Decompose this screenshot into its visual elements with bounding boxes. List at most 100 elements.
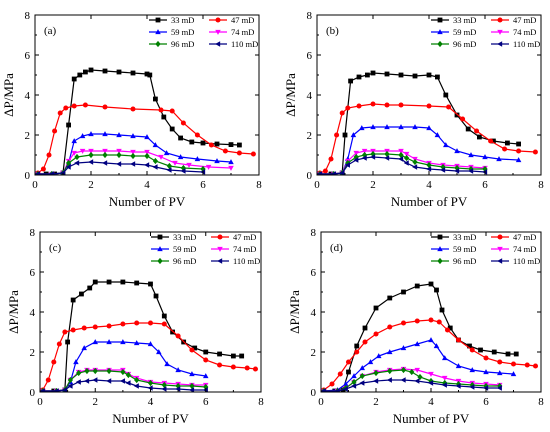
x-tick-label: 4 [144,179,150,191]
data-point [87,285,93,291]
legend-label: 59 mD [453,27,476,37]
data-point [133,340,140,346]
data-point [428,317,434,323]
data-point [71,138,77,144]
data-point [180,164,187,172]
data-series [321,317,539,392]
data-point [359,372,365,380]
data-point [433,343,440,349]
plot-frame [320,231,542,393]
data-point [62,329,68,335]
data-point [74,160,80,166]
y-tick-label: 6 [311,267,317,279]
data-point [130,152,136,160]
legend-marker [157,234,163,240]
data-point [454,112,460,118]
legend-marker [217,246,223,252]
legend-label: 96 mD [453,39,476,49]
panel-label: (a) [44,25,57,37]
data-point [252,366,258,372]
data-point [439,307,445,313]
legend-label: 47 mD [233,232,256,242]
data-point [153,96,158,102]
data-point [144,134,150,140]
data-point [317,171,322,175]
series-line [319,103,536,174]
data-point [88,151,94,159]
data-point [398,156,404,162]
legend-label: 96 mD [171,39,194,49]
data-point [460,116,466,122]
data-point [322,168,328,174]
data-point [88,67,94,73]
data-point [133,383,139,389]
legend-label: 47 mD [231,15,254,25]
data-point [426,161,432,169]
x-tick-label: 8 [256,179,262,191]
data-point [384,124,390,130]
data-point [334,132,340,138]
data-point [510,371,517,377]
data-point [79,133,86,139]
data-point [147,341,154,347]
legend: 33 mD 47 mD 59 mD 74 mD 96 mD 110 mD [151,232,260,266]
data-point [373,369,379,377]
data-series [40,377,208,392]
data-point [67,376,74,384]
data-point [65,339,71,345]
data-point [468,152,474,158]
data-point [144,162,150,168]
legend-label: 59 mD [171,27,194,37]
y-axis-title: ΔP/MPa [283,73,298,117]
data-point [152,164,158,170]
chart-panel: 0 2 4 6 8 0 2 4 6 8 Number of PV ΔP/MPa (a) 33 mD 47 m… [1,10,262,209]
data-point [478,347,483,353]
y-tick-label: 8 [30,227,36,239]
data-point [71,76,77,82]
data-point [119,378,126,384]
data-point [414,341,421,347]
y-tick-label: 4 [30,307,36,319]
data-point [147,72,153,78]
y-tick-label: 6 [25,50,31,62]
data-point [116,151,122,159]
data-point [414,283,420,289]
data-point [441,375,448,381]
x-tick-label: 6 [203,396,209,408]
data-point [387,367,393,375]
legend-item: 110 mD [211,256,260,266]
legend-item: 47 mD [211,232,256,242]
legend-label: 74 mD [513,27,536,37]
data-point [350,132,357,138]
data-point [161,321,167,327]
data-point [446,104,452,110]
legend-marker [437,246,443,252]
data-point [496,385,502,391]
data-point [455,383,461,389]
data-point [228,165,234,171]
data-point [365,72,370,78]
data-point [76,369,82,377]
data-point [454,148,460,154]
panel-label: (b) [326,25,339,37]
data-point [56,341,62,347]
data-point [532,149,538,155]
y-tick-label: 0 [307,170,313,182]
y-tick-label: 2 [311,347,317,359]
data-point [398,148,404,154]
x-axis-title: Number of PV [391,194,468,209]
data-point [175,333,181,339]
data-point [362,339,368,345]
data-point [73,359,79,365]
data-point [217,351,222,357]
y-axis-title: ΔP/MPa [1,73,16,117]
plot-frame [316,14,542,176]
data-point [48,171,54,175]
data-point [194,132,200,138]
data-series [40,279,245,392]
data-point [208,142,214,148]
data-point [412,164,418,170]
data-point [384,71,390,77]
data-point [202,373,209,379]
chart-panel: 0 2 4 6 8 0 2 4 6 8 Number of PV ΔP/MPa (c) 33 mD 47 m… [6,227,264,426]
